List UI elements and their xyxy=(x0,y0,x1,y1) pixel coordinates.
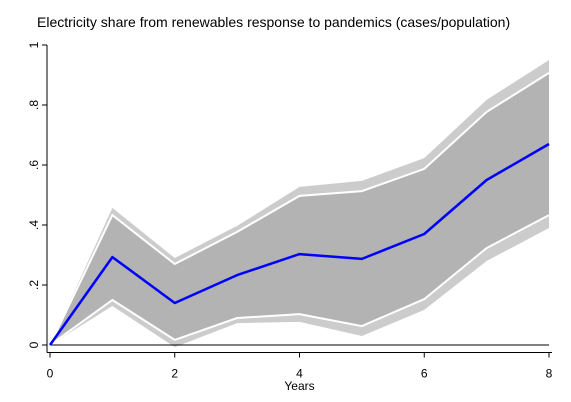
confidence-band xyxy=(50,72,549,346)
y-tick-label: 0 xyxy=(27,341,41,348)
x-axis-label: Years xyxy=(284,379,314,393)
x-tick-label: 0 xyxy=(47,367,54,381)
y-tick-label: .2 xyxy=(27,280,41,290)
y-tick-label: 1 xyxy=(27,41,41,48)
x-tick-label: 6 xyxy=(421,367,428,381)
chart-title: Electricity share from renewables respon… xyxy=(37,14,510,30)
band-edge xyxy=(49,214,550,346)
y-tick-label: .8 xyxy=(27,100,41,110)
band-edge xyxy=(49,72,550,346)
x-tick-label: 2 xyxy=(171,367,178,381)
y-tick-label: .6 xyxy=(27,160,41,170)
y-tick-label: .4 xyxy=(27,220,41,230)
x-tick-label: 8 xyxy=(546,367,553,381)
line xyxy=(48,142,550,346)
x-tick-label: 4 xyxy=(296,367,303,381)
